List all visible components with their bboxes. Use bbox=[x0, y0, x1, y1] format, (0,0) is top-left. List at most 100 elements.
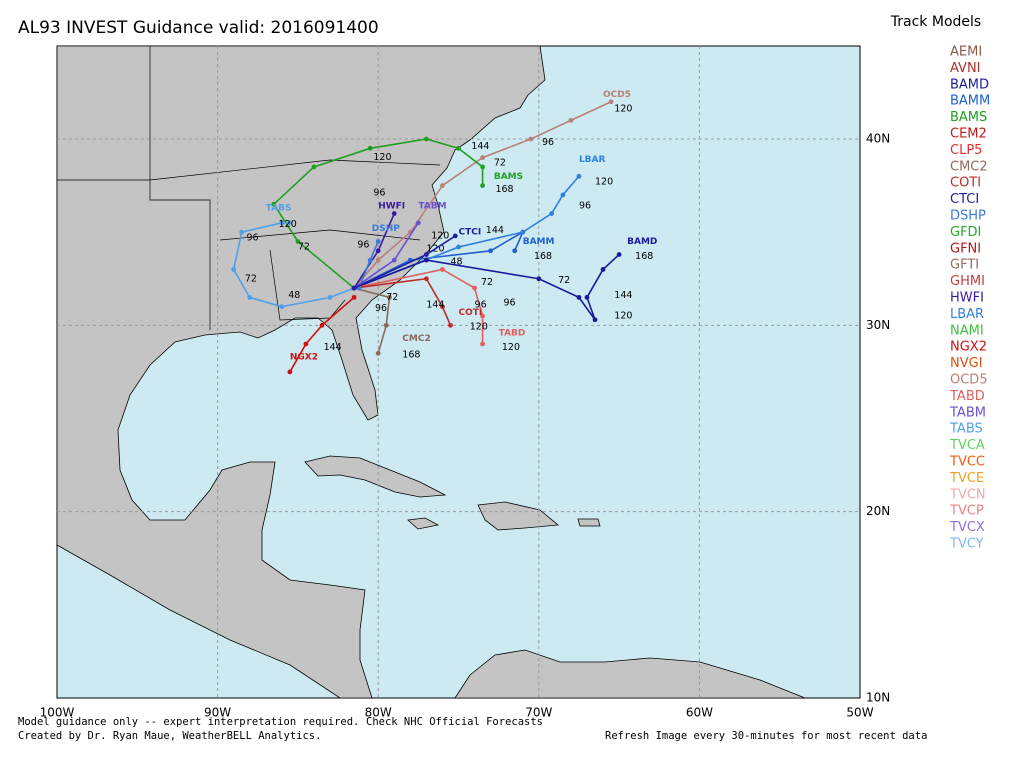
track bbox=[232, 222, 355, 308]
track-point bbox=[391, 257, 397, 263]
track bbox=[353, 101, 612, 289]
cuba bbox=[304, 455, 447, 498]
legend-entry: TVCA bbox=[949, 438, 985, 453]
track-point bbox=[480, 341, 485, 347]
legend-entry: GFTI bbox=[950, 258, 979, 273]
legend-entry: COTI bbox=[950, 176, 981, 191]
track bbox=[353, 287, 391, 354]
track-point bbox=[287, 369, 293, 375]
track-point bbox=[367, 257, 373, 263]
track-name: CTCI bbox=[459, 228, 482, 238]
hour-label: 72 bbox=[298, 242, 310, 253]
track-point bbox=[247, 294, 253, 300]
track-point bbox=[592, 317, 598, 323]
legend-entry: GFDI bbox=[950, 225, 981, 240]
legend-entry: NAMI bbox=[950, 323, 984, 338]
lat-tick-label: 20N bbox=[866, 504, 890, 518]
track-point bbox=[576, 173, 582, 179]
track-point bbox=[488, 248, 494, 254]
hour-label: 72 bbox=[481, 277, 493, 288]
hour-label: 120 bbox=[431, 230, 449, 241]
legend-entry: TVCC bbox=[949, 455, 985, 470]
hour-label: 96 bbox=[579, 201, 591, 212]
legend-entry: BAMM bbox=[950, 94, 990, 109]
track-point bbox=[448, 322, 453, 328]
legend-entry: GHMI bbox=[950, 274, 985, 289]
track-point bbox=[375, 239, 381, 244]
legend-entry: NVGI bbox=[950, 356, 983, 371]
track-point bbox=[576, 294, 582, 300]
legend-entry: TVCE bbox=[949, 471, 984, 486]
track-point bbox=[271, 201, 277, 207]
hour-label: 72 bbox=[494, 158, 506, 169]
lat-tick-label: 30N bbox=[866, 318, 890, 332]
hour-label: 48 bbox=[288, 290, 300, 301]
hour-label: 144 bbox=[486, 225, 504, 236]
south-america bbox=[454, 649, 806, 699]
track-point bbox=[279, 304, 285, 310]
hour-label: 96 bbox=[375, 303, 387, 314]
legend-entry: HWFI bbox=[950, 291, 984, 306]
track-point bbox=[375, 350, 381, 356]
track-point bbox=[616, 252, 622, 257]
hour-label: 72 bbox=[386, 292, 398, 303]
track-point bbox=[311, 164, 317, 170]
track-point bbox=[584, 294, 590, 300]
track-point bbox=[472, 285, 477, 291]
track-point bbox=[239, 229, 245, 235]
legend-entry: CMC2 bbox=[950, 159, 988, 174]
legend-entry: TABS bbox=[949, 422, 983, 437]
track-point bbox=[303, 341, 309, 347]
hour-label: 96 bbox=[357, 240, 369, 251]
track bbox=[289, 296, 355, 373]
footer: Created by Dr. Ryan Maue, WeatherBELL An… bbox=[18, 730, 321, 742]
track-point bbox=[327, 294, 333, 300]
track-point bbox=[452, 233, 458, 239]
hour-label: 120 bbox=[614, 311, 632, 322]
hour-label: 168 bbox=[495, 184, 513, 195]
lon-tick-label: 70W bbox=[525, 706, 552, 720]
track-point bbox=[387, 294, 392, 300]
lon-tick-label: 100W bbox=[40, 706, 75, 720]
hour-label: 120 bbox=[279, 219, 297, 230]
lon-tick-label: 80W bbox=[365, 706, 392, 720]
track-name: BAMS bbox=[494, 172, 523, 182]
track-point bbox=[423, 136, 429, 142]
track-point bbox=[480, 183, 485, 188]
legend-entry: LBAR bbox=[950, 307, 984, 322]
legend-title: Track Models bbox=[890, 14, 981, 30]
lat-tick-label: 40N bbox=[866, 132, 890, 146]
hour-label: 144 bbox=[471, 141, 489, 152]
track-point bbox=[549, 211, 555, 216]
track-point bbox=[600, 267, 606, 272]
track-point bbox=[383, 322, 389, 328]
track-point bbox=[287, 220, 293, 226]
legend-entry: TVCP bbox=[949, 504, 984, 519]
track-point bbox=[456, 145, 461, 151]
hour-label: 96 bbox=[542, 137, 554, 148]
track-name: LBAR bbox=[579, 155, 606, 165]
track-point bbox=[423, 276, 429, 282]
track-name: TABD bbox=[499, 328, 526, 338]
track-point bbox=[415, 220, 421, 226]
track-point bbox=[560, 192, 566, 198]
map bbox=[56, 45, 861, 699]
legend-entry: AEMI bbox=[950, 45, 982, 60]
hour-label: 96 bbox=[503, 297, 515, 308]
hour-label: 120 bbox=[614, 104, 632, 115]
track-point bbox=[367, 145, 373, 151]
hour-label: 72 bbox=[558, 275, 570, 286]
track-name: OCD5 bbox=[603, 90, 631, 100]
track-point bbox=[568, 117, 574, 123]
track-point bbox=[391, 211, 397, 216]
hour-label: 144 bbox=[614, 290, 632, 301]
track-point bbox=[480, 155, 485, 161]
puerto-rico bbox=[577, 518, 601, 527]
hour-label: 120 bbox=[373, 152, 391, 163]
track-point bbox=[351, 285, 357, 291]
track-point bbox=[319, 322, 325, 328]
track-point bbox=[520, 229, 526, 235]
track-name: NGX2 bbox=[290, 353, 318, 363]
track-name: HWFI bbox=[378, 202, 405, 212]
track-point bbox=[528, 136, 534, 142]
